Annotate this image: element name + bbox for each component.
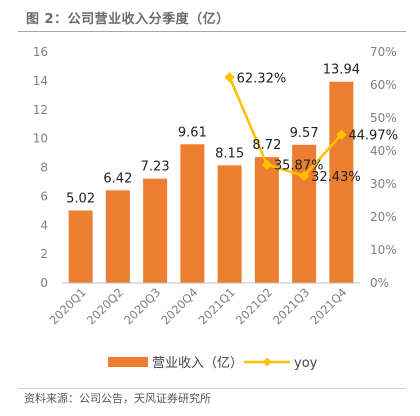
right-axis-tick-label: 20% <box>370 210 397 224</box>
left-axis-tick-label: 12 <box>33 103 48 117</box>
left-axis-tick-label: 8 <box>40 161 48 175</box>
x-axis-tick-label: 2021Q2 <box>233 285 275 327</box>
bar <box>329 81 354 284</box>
bar-data-label: 7.23 <box>141 160 170 175</box>
yoy-line-series <box>224 72 347 182</box>
bar-data-label: 13.94 <box>323 63 360 78</box>
bar <box>254 157 279 283</box>
legend-label-yoy: yoy <box>294 356 318 371</box>
x-axis-tick-label: 2021Q4 <box>307 285 349 327</box>
bar-data-label: 9.61 <box>178 125 207 140</box>
bar-data-label: 5.02 <box>66 192 95 207</box>
right-axis-tick-label: 40% <box>370 144 397 158</box>
x-axis-tick-label: 2020Q2 <box>84 285 126 327</box>
data-labels: 5.02 6.42 7.23 9.61 8.15 8.72 9.57 13.94 62.32% 3… <box>66 63 398 207</box>
yoy-point <box>261 159 273 170</box>
bar <box>105 190 130 283</box>
right-axis-tick-label: 70% <box>370 45 397 59</box>
title-divider <box>18 31 406 32</box>
x-axis-tick-label: 2020Q3 <box>121 285 163 327</box>
x-axis-tick-label: 2020Q1 <box>47 285 89 327</box>
source-divider <box>18 388 406 389</box>
left-axis-tick-label: 16 <box>33 45 48 59</box>
legend-label-revenue: 营业收入（亿） <box>152 356 243 371</box>
right-axis-tick-label: 0% <box>370 276 389 290</box>
bar-data-label: 8.72 <box>252 138 281 153</box>
bar-data-label: 9.57 <box>290 126 319 141</box>
x-axis-tick-label: 2021Q1 <box>196 285 238 327</box>
chart-legend: 营业收入（亿） yoy <box>108 356 318 371</box>
x-axis-tick-label: 2021Q3 <box>270 285 312 327</box>
yoy-point <box>224 72 235 83</box>
bar-data-label: 6.42 <box>103 171 132 186</box>
right-axis-tick-label: 10% <box>370 243 397 257</box>
yoy-data-label: 62.32% <box>237 71 287 86</box>
left-axis-tick-label: 2 <box>40 247 48 261</box>
bar-series <box>68 81 354 284</box>
source-note: 资料来源：公司公告，天风证券研究所 <box>24 392 211 405</box>
bar <box>68 210 93 283</box>
bar <box>143 178 168 283</box>
left-axis-tick-label: 4 <box>40 218 48 232</box>
left-axis-tick-label: 6 <box>40 189 48 203</box>
yoy-point <box>298 170 310 182</box>
left-axis-tick-label: 0 <box>40 276 48 290</box>
right-axis-tick-label: 60% <box>370 78 397 92</box>
yoy-line <box>228 76 343 178</box>
x-axis-tick-label: 2020Q4 <box>158 285 200 327</box>
yoy-data-label: 32.43% <box>311 170 361 185</box>
right-axis-tick-label: 50% <box>370 111 397 125</box>
left-axis-tick-label: 14 <box>33 74 48 88</box>
figure-title: 图 2：公司营业收入分季度（亿） <box>26 12 230 27</box>
yoy-data-label: 44.97% <box>348 129 398 144</box>
yoy-data-label: 35.87% <box>274 159 324 174</box>
left-axis-tick-label: 10 <box>33 132 48 146</box>
right-axis-tick-label: 30% <box>370 177 397 191</box>
bar <box>217 165 242 283</box>
bar-data-label: 8.15 <box>215 146 244 161</box>
yoy-point <box>336 129 347 140</box>
bar <box>180 144 205 283</box>
legend-swatch-revenue <box>108 357 148 367</box>
legend-marker-yoy <box>262 357 272 367</box>
